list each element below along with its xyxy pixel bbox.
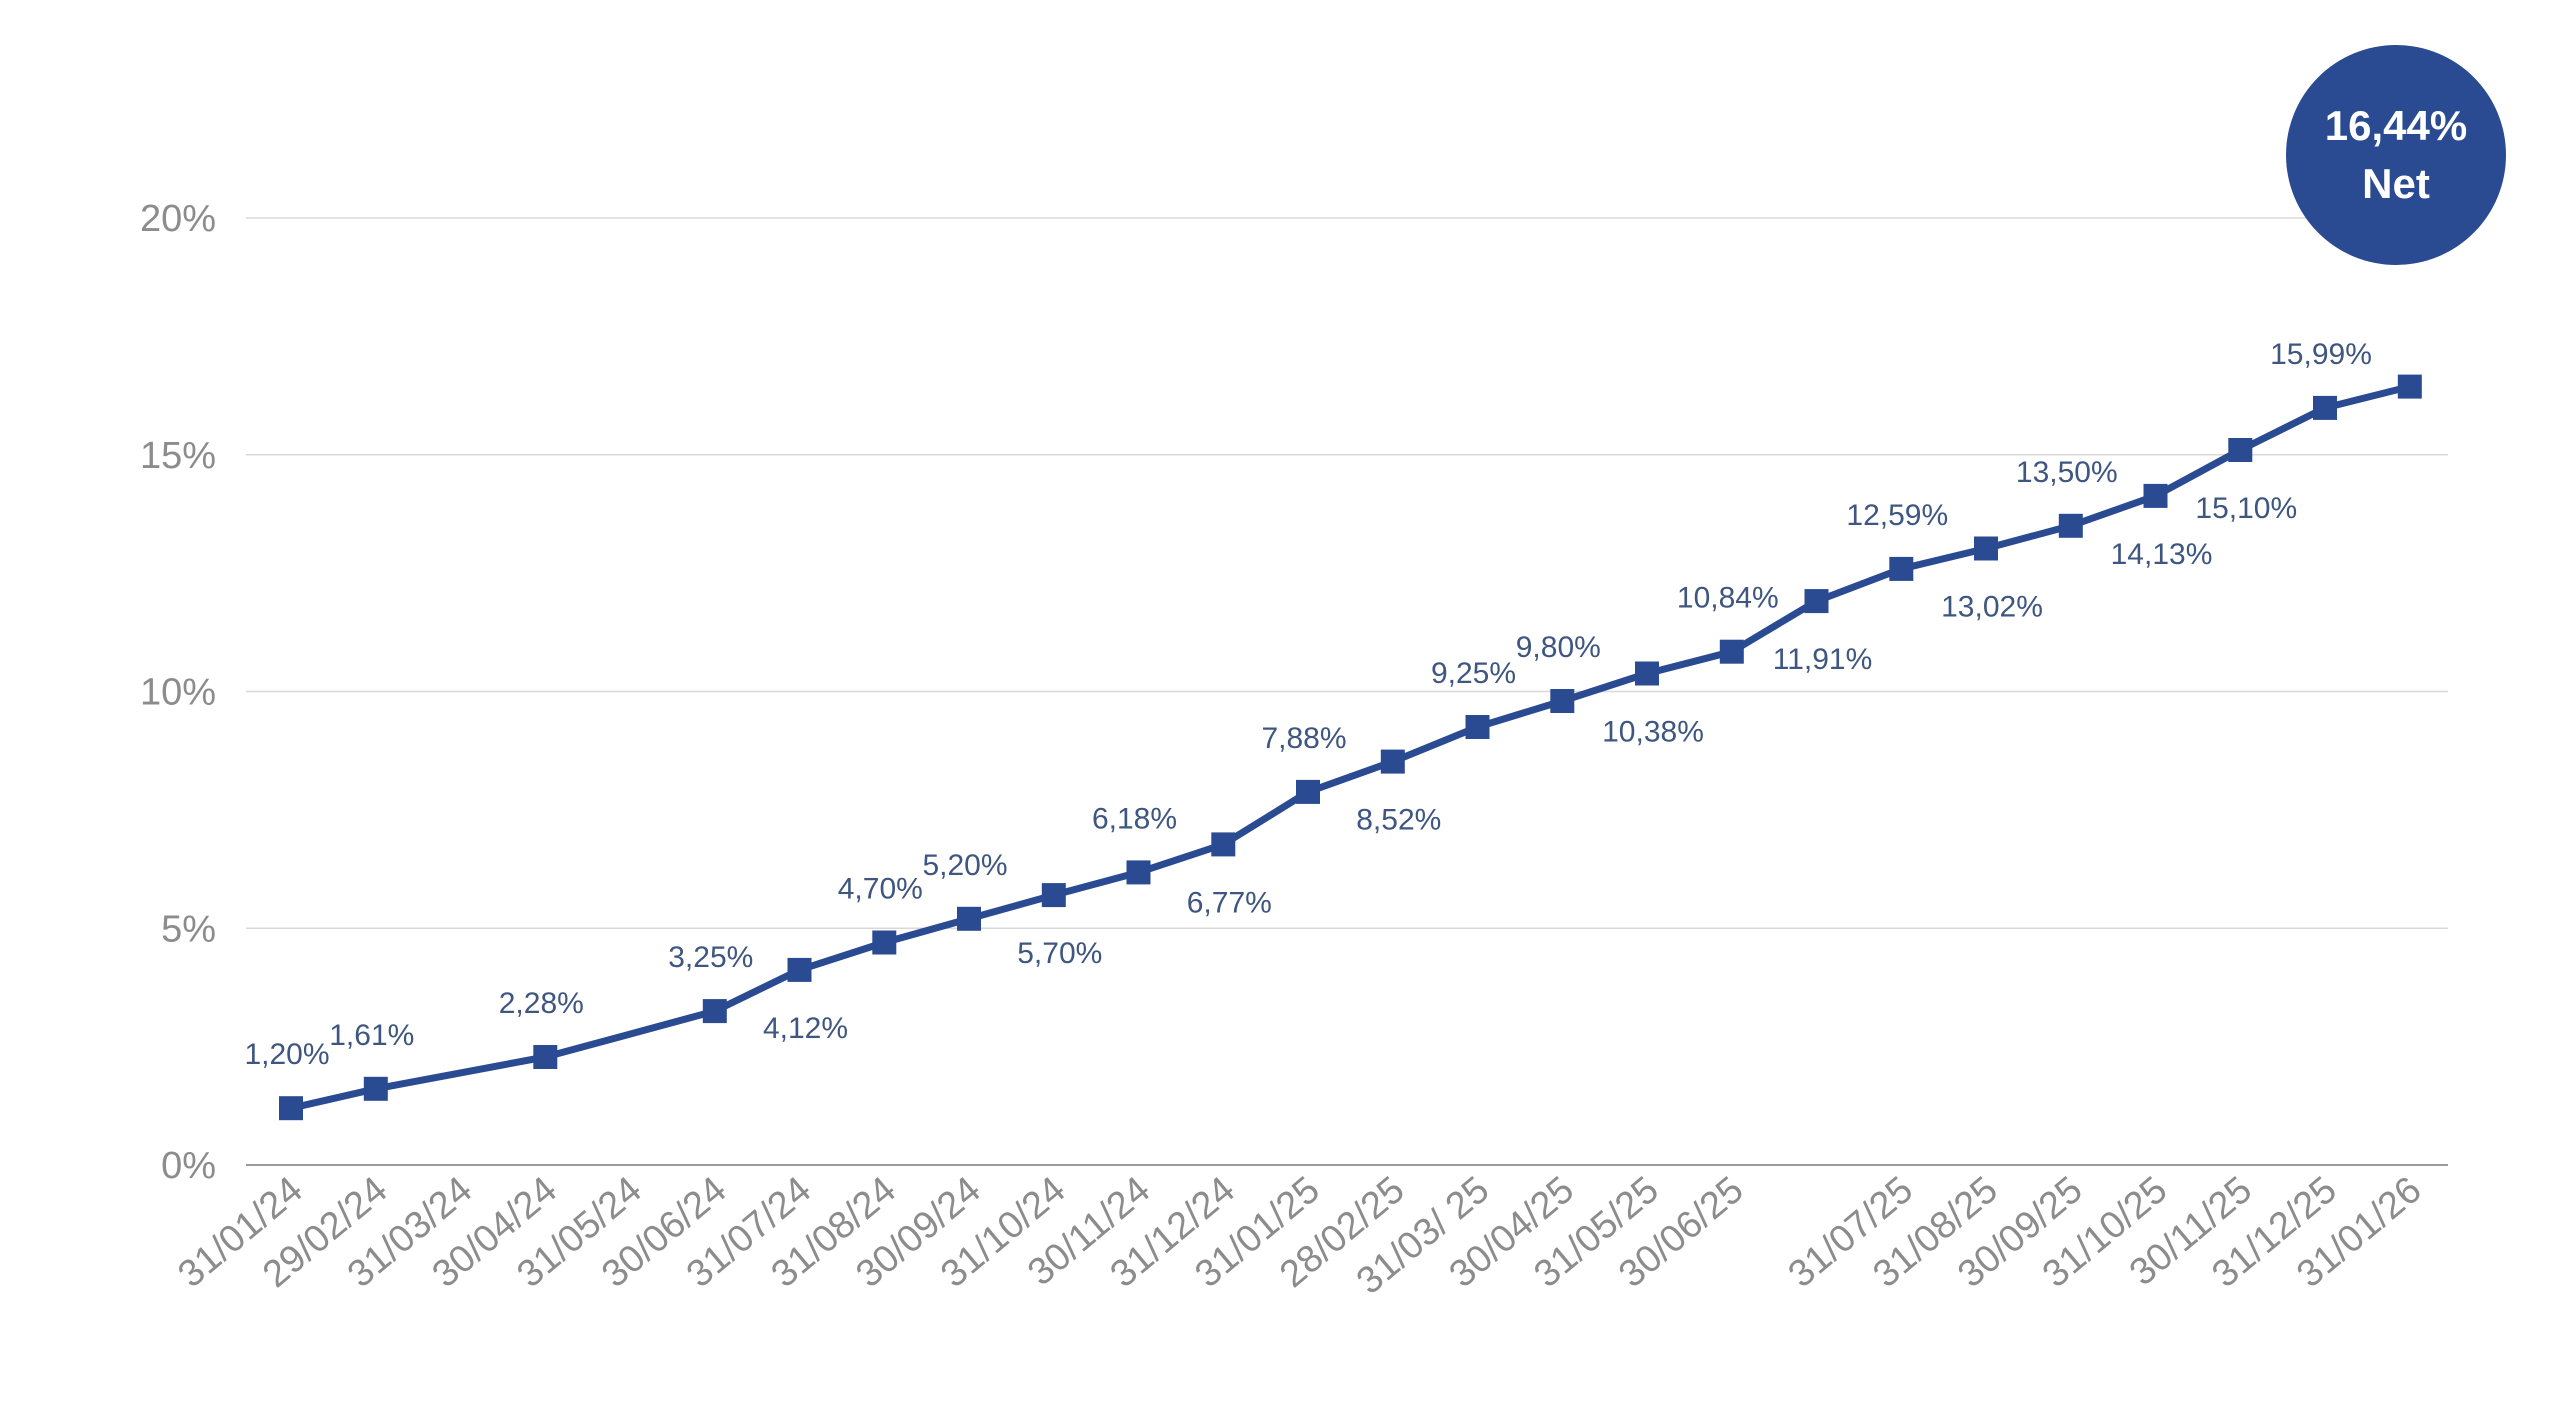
data-label: 9,80% [1516, 631, 1601, 664]
x-axis: 31/01/2429/02/2431/03/2430/04/2431/05/24… [170, 1169, 2429, 1303]
data-point-marker [702, 999, 727, 1024]
data-point-marker [2313, 395, 2337, 420]
series-line [287, 383, 2414, 1112]
data-point-marker [1041, 883, 1066, 908]
data-point-marker [363, 1076, 388, 1101]
y-tick-label: 0% [161, 1145, 216, 1187]
data-point-marker [1974, 536, 1998, 561]
data-point-marker [279, 1096, 303, 1121]
data-point-marker [1889, 556, 1914, 581]
gridlines [246, 217, 2448, 1166]
data-point-marker [1635, 661, 1659, 686]
series [279, 374, 2422, 1121]
data-label: 5,70% [1017, 937, 1102, 970]
y-tick-label: 20% [140, 198, 216, 240]
data-label: 6,77% [1187, 886, 1272, 919]
data-point-marker [1296, 779, 1320, 804]
data-point-marker [1126, 860, 1151, 885]
data-label: 15,99% [2270, 338, 2372, 371]
data-label: 4,70% [838, 873, 923, 906]
data-label: 15,10% [2195, 492, 2297, 525]
data-point-marker [2058, 513, 2083, 538]
data-label: 12,59% [1846, 499, 1948, 532]
data-point-marker [2397, 374, 2422, 399]
data-labels: 1,20%1,61% 2,28% 3,25% 4,12% 4,70%5,20% 5,70%… [244, 338, 2371, 1071]
y-tick-label: 10% [140, 672, 216, 714]
data-point-marker [1804, 589, 1829, 614]
y-tick-label: 15% [140, 435, 216, 477]
data-point-marker [2228, 438, 2253, 462]
data-point-marker [2143, 483, 2168, 508]
data-label: 13,50% [2016, 456, 2118, 489]
data-label: 8,52% [1356, 804, 1441, 837]
data-label: 11,91% [1773, 643, 1873, 676]
net-return-value: 16,44% [2324, 102, 2468, 149]
data-label: 9,25% [1431, 657, 1516, 690]
data-label: 14,13% [2111, 538, 2213, 571]
data-label: 13,02% [1941, 591, 2043, 624]
data-point-marker [1211, 832, 1236, 857]
data-label: 10,38% [1602, 716, 1704, 749]
data-label: 3,25% [668, 941, 753, 974]
net-return-badge: 16,44% Net [2286, 45, 2506, 265]
data-label: 1,20% [244, 1038, 329, 1071]
y-axis: 0% 5% 10% 15% 20% [140, 198, 216, 1187]
data-label: 1,61% [329, 1019, 414, 1052]
data-label: 2,28% [499, 987, 584, 1020]
data-point-marker [1719, 639, 1744, 664]
data-label: 4,12% [763, 1012, 848, 1045]
data-point-marker [533, 1045, 558, 1069]
data-point-marker [957, 906, 981, 931]
data-point-marker [872, 930, 897, 955]
y-tick-label: 5% [161, 908, 216, 950]
data-point-marker [787, 957, 812, 982]
data-label: 6,18% [1092, 802, 1177, 835]
data-label: 10,84% [1677, 582, 1779, 615]
data-point-marker [1465, 715, 1490, 739]
data-point-marker [1550, 689, 1575, 713]
data-point-marker [1380, 749, 1405, 774]
data-label: 7,88% [1261, 722, 1346, 755]
data-label: 5,20% [922, 849, 1007, 882]
net-return-label: Net [2362, 160, 2430, 207]
